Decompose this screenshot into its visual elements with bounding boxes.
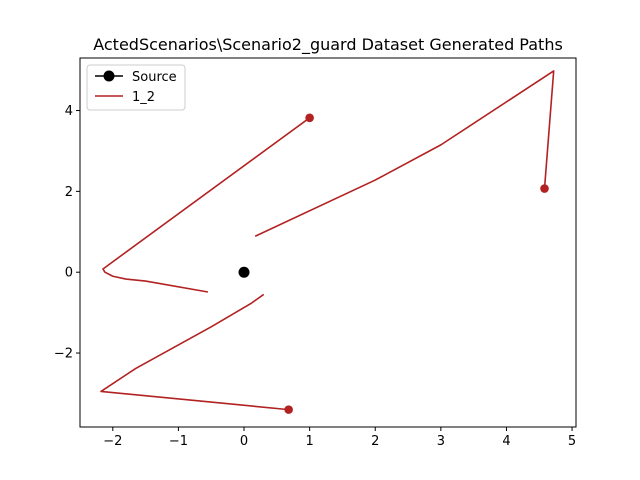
legend-source-marker: [103, 70, 115, 82]
y-tick-label: 0: [65, 266, 73, 281]
x-tick-label: 2: [371, 434, 379, 449]
x-tick-label: 0: [240, 434, 248, 449]
x-tick-label: 5: [568, 434, 576, 449]
axes-frame: [79, 57, 577, 428]
y-tick-label: −2: [54, 347, 73, 362]
legend-label-source: Source: [132, 70, 177, 85]
series-line-segment-3: [100, 293, 289, 411]
axes: −2 −1 0 1 2 3 4 5 −2 0 2 4: [54, 57, 577, 449]
x-tick-label: −2: [103, 434, 122, 449]
series-end-marker-3: [284, 405, 293, 414]
x-tick-label: 1: [305, 434, 313, 449]
x-tick-label: 3: [437, 434, 445, 449]
series-line-segment-1: [102, 117, 311, 293]
series-end-marker-2: [540, 184, 549, 193]
source-marker: [238, 266, 250, 278]
plot-area: [100, 70, 555, 414]
x-tick-label: −1: [169, 434, 188, 449]
legend-label-series: 1_2: [132, 90, 155, 105]
legend: Source 1_2: [86, 64, 186, 111]
series-line-segment-2: [254, 70, 555, 237]
y-tick-label: 4: [65, 104, 73, 119]
x-tick-label: 4: [502, 434, 510, 449]
chart-title: ActedScenarios\Scenario2_guard Dataset G…: [93, 35, 563, 55]
series-end-marker-1: [305, 113, 314, 123]
y-tick-label: 2: [65, 185, 73, 200]
